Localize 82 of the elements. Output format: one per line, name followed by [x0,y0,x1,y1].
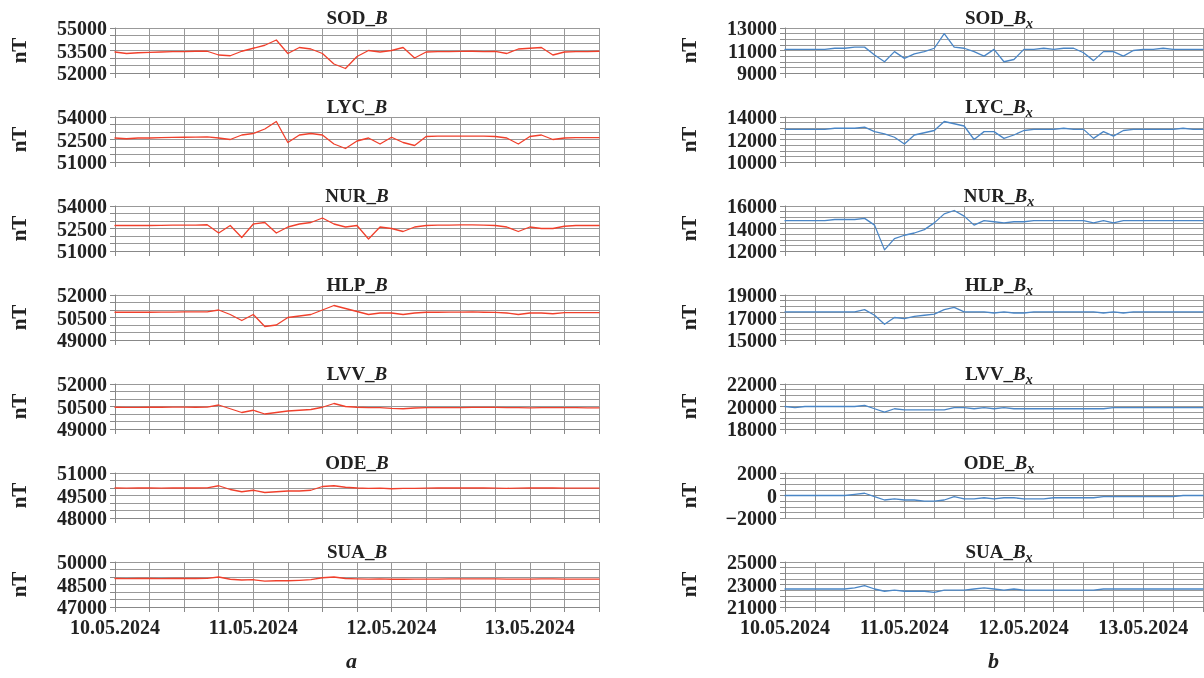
line-series [784,306,1204,325]
y-axis-title: nT [6,215,31,242]
y-tick-label: 18000 [727,418,777,440]
y-tick-label: 50500 [57,395,107,418]
y-tick-label: 52000 [57,284,107,306]
y-tick-label: 16000 [727,195,777,217]
chart-title: SUA_B [326,540,388,562]
y-tick-label: 21000 [727,596,777,618]
y-tick-label: 48000 [57,507,107,529]
y-tick-label: 50500 [57,306,107,329]
x-tick-label: 11.05.2024 [859,616,949,638]
x-tick-label: 13.05.2024 [484,616,575,638]
y-tick-label: 12000 [727,128,777,151]
y-tick-label: 11000 [728,39,777,62]
y-tick-label: 52000 [57,373,107,395]
y-tick-label: 25000 [727,551,777,573]
y-tick-label: 53500 [57,39,107,62]
y-tick-label: 47000 [57,596,107,618]
y-tick-label: 55000 [57,17,107,39]
y-tick-label: 17000 [727,306,777,329]
y-tick-label: 49500 [57,484,107,507]
x-tick-label: 12.05.2024 [346,616,437,638]
y-tick-label: 20000 [727,395,777,418]
x-tick-label: 13.05.2024 [1098,616,1189,638]
chart-title: LYC_B [326,95,388,117]
y-axis-title: nT [6,482,31,509]
text: b [988,647,999,673]
y-axis-title: nT [676,37,701,64]
chart-title: LVV_B [326,362,388,384]
y-axis-title: nT [6,304,31,331]
y-tick-label: 22000 [727,373,777,395]
y-axis-title: nT [6,126,31,153]
line-series [114,485,600,494]
y-tick-label: 12000 [727,240,777,262]
y-tick-label: 52000 [57,62,107,84]
chart-title: NUR_B [325,184,389,206]
y-tick-label: 10000 [727,151,777,173]
line-series [784,404,1204,413]
y-tick-label: 54000 [57,106,107,128]
y-tick-label: 48500 [57,573,107,596]
y-tick-label: 51000 [57,462,107,484]
x-tick-label: 10.05.2024 [740,616,830,638]
y-tick-label: 14000 [727,106,777,128]
y-tick-label: 49000 [57,418,107,440]
x-tick-label: 12.05.2024 [978,616,1069,638]
y-tick-label: 49000 [57,329,107,351]
y-axis-title: nT [676,482,701,509]
y-tick-label: 52500 [57,128,107,151]
chart-title: SOD_B [326,6,388,28]
y-tick-label: 9000 [737,62,777,84]
x-tick-label: 11.05.2024 [208,616,298,638]
y-tick-label: 51000 [57,151,107,173]
y-axis-title: nT [676,571,701,598]
y-tick-label: 52500 [57,217,107,240]
y-axis-title: nT [676,393,701,420]
y-tick-label: −2000 [725,507,777,529]
chart-title: HLP_B [326,273,388,295]
y-axis-title: nT [676,215,701,242]
y-tick-label: 23000 [727,573,777,596]
y-tick-label: 50000 [57,551,107,573]
line-series [114,217,600,240]
line-series [114,402,600,415]
text: a [346,647,357,673]
y-axis-title: nT [6,571,31,598]
y-tick-label: 2000 [737,462,777,484]
y-axis-title: nT [6,37,31,64]
y-axis-title: nT [6,393,31,420]
y-axis-title: nT [676,304,701,331]
y-tick-label: 54000 [57,195,107,217]
y-tick-label: 51000 [57,240,107,262]
y-tick-label: 19000 [727,284,777,306]
line-series [784,584,1204,594]
y-tick-label: 14000 [727,217,777,240]
y-tick-label: 15000 [727,329,777,351]
y-axis-title: nT [676,126,701,153]
line-series [784,32,1204,63]
chart-title: ODE_B [325,451,389,473]
y-tick-label: 13000 [727,17,777,39]
line-series [114,39,600,70]
y-tick-label: 0 [767,484,777,507]
x-tick-label: 10.05.2024 [70,616,160,638]
line-series [114,304,600,328]
